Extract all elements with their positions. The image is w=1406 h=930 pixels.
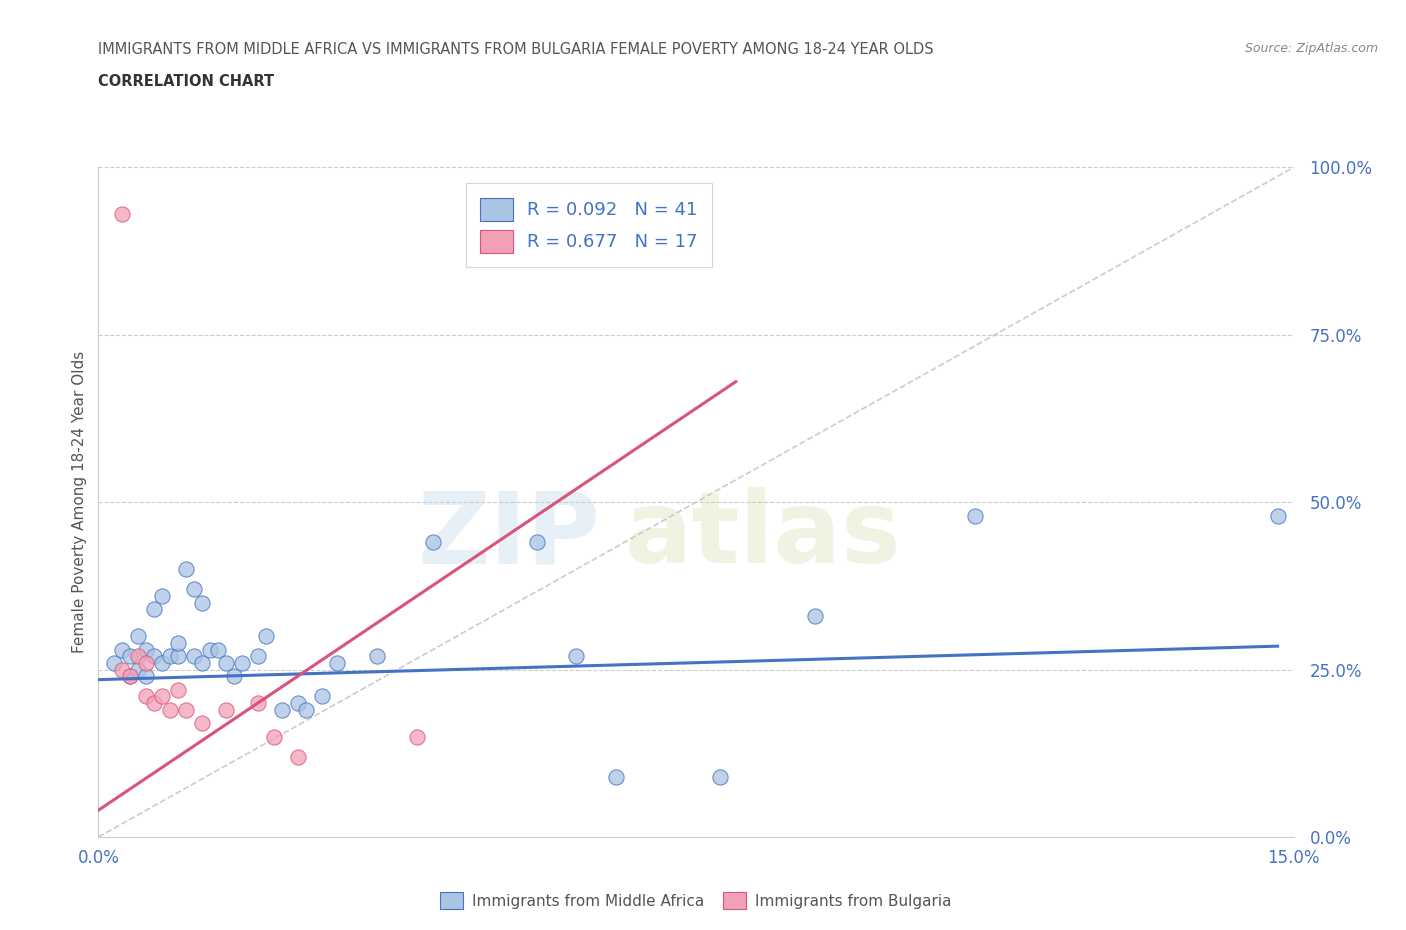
Point	[135, 642, 157, 657]
Point	[254, 629, 277, 644]
Point	[111, 642, 134, 657]
Point	[167, 683, 190, 698]
Point	[804, 608, 827, 623]
Point	[215, 702, 238, 717]
Point	[150, 589, 173, 604]
Point	[270, 702, 292, 717]
Point	[167, 635, 190, 650]
Point	[207, 642, 229, 657]
Point	[167, 649, 190, 664]
Point	[150, 656, 173, 671]
Point	[174, 702, 197, 717]
Point	[135, 689, 157, 704]
Point	[422, 535, 444, 550]
Point	[127, 662, 149, 677]
Point	[287, 696, 309, 711]
Point	[198, 642, 221, 657]
Point	[1267, 508, 1289, 523]
Point	[159, 649, 181, 664]
Text: Source: ZipAtlas.com: Source: ZipAtlas.com	[1244, 42, 1378, 55]
Point	[103, 656, 125, 671]
Text: IMMIGRANTS FROM MIDDLE AFRICA VS IMMIGRANTS FROM BULGARIA FEMALE POVERTY AMONG 1: IMMIGRANTS FROM MIDDLE AFRICA VS IMMIGRA…	[98, 42, 934, 57]
Text: atlas: atlas	[624, 487, 901, 584]
Point	[150, 689, 173, 704]
Point	[311, 689, 333, 704]
Point	[605, 769, 627, 784]
Point	[111, 662, 134, 677]
Point	[263, 729, 285, 744]
Point	[174, 562, 197, 577]
Point	[191, 656, 214, 671]
Point	[246, 649, 269, 664]
Point	[709, 769, 731, 784]
Point	[143, 696, 166, 711]
Point	[287, 750, 309, 764]
Point	[127, 629, 149, 644]
Point	[963, 508, 986, 523]
Point	[120, 649, 142, 664]
Point	[127, 649, 149, 664]
Text: CORRELATION CHART: CORRELATION CHART	[98, 74, 274, 89]
Point	[183, 649, 205, 664]
Point	[294, 702, 316, 717]
Text: ZIP: ZIP	[418, 487, 600, 584]
Point	[135, 669, 157, 684]
Point	[120, 669, 142, 684]
Point	[366, 649, 388, 664]
Point	[246, 696, 269, 711]
Point	[159, 702, 181, 717]
Point	[565, 649, 588, 664]
Point	[183, 582, 205, 597]
Point	[191, 716, 214, 731]
Point	[406, 729, 429, 744]
Point	[526, 535, 548, 550]
Point	[215, 656, 238, 671]
Point	[143, 602, 166, 617]
Point	[231, 656, 253, 671]
Point	[222, 669, 245, 684]
Legend: Immigrants from Middle Africa, Immigrants from Bulgaria: Immigrants from Middle Africa, Immigrant…	[433, 884, 959, 916]
Point	[326, 656, 349, 671]
Point	[135, 656, 157, 671]
Point	[120, 669, 142, 684]
Point	[143, 649, 166, 664]
Y-axis label: Female Poverty Among 18-24 Year Olds: Female Poverty Among 18-24 Year Olds	[72, 352, 87, 654]
Point	[191, 595, 214, 610]
Point	[111, 206, 134, 221]
